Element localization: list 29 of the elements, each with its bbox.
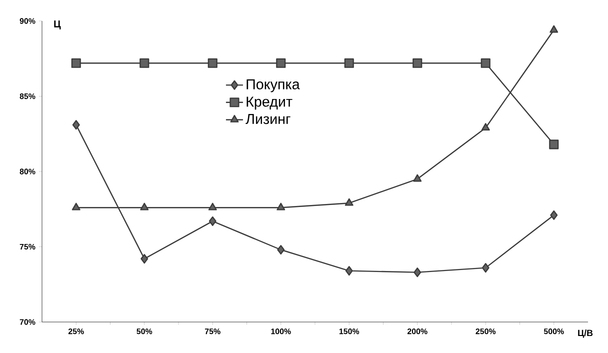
- point: [276, 202, 286, 210]
- legend-label: Кредит: [246, 96, 292, 110]
- point: [208, 216, 216, 226]
- point: [344, 198, 354, 206]
- point: [344, 58, 354, 68]
- point: [550, 210, 558, 220]
- point: [481, 123, 490, 131]
- y-axis-title: Ц: [54, 20, 61, 30]
- point: [72, 202, 80, 210]
- point: [71, 58, 81, 68]
- point: [208, 202, 217, 210]
- point: [140, 202, 149, 210]
- point: [140, 58, 150, 68]
- point: [277, 244, 285, 255]
- point: [413, 174, 422, 182]
- point: [140, 254, 148, 264]
- legend-label: Лизинг: [246, 114, 290, 124]
- point: [549, 140, 559, 150]
- point: [72, 120, 80, 130]
- point: [482, 263, 490, 273]
- point: [480, 58, 490, 68]
- point: [276, 58, 286, 68]
- point: [208, 58, 218, 68]
- point: [345, 266, 353, 276]
- point: [414, 268, 422, 278]
- legend-label: Покупка: [246, 79, 300, 92]
- x-axis-title: Ц/В: [578, 330, 593, 338]
- point: [412, 58, 422, 68]
- point: [550, 25, 558, 33]
